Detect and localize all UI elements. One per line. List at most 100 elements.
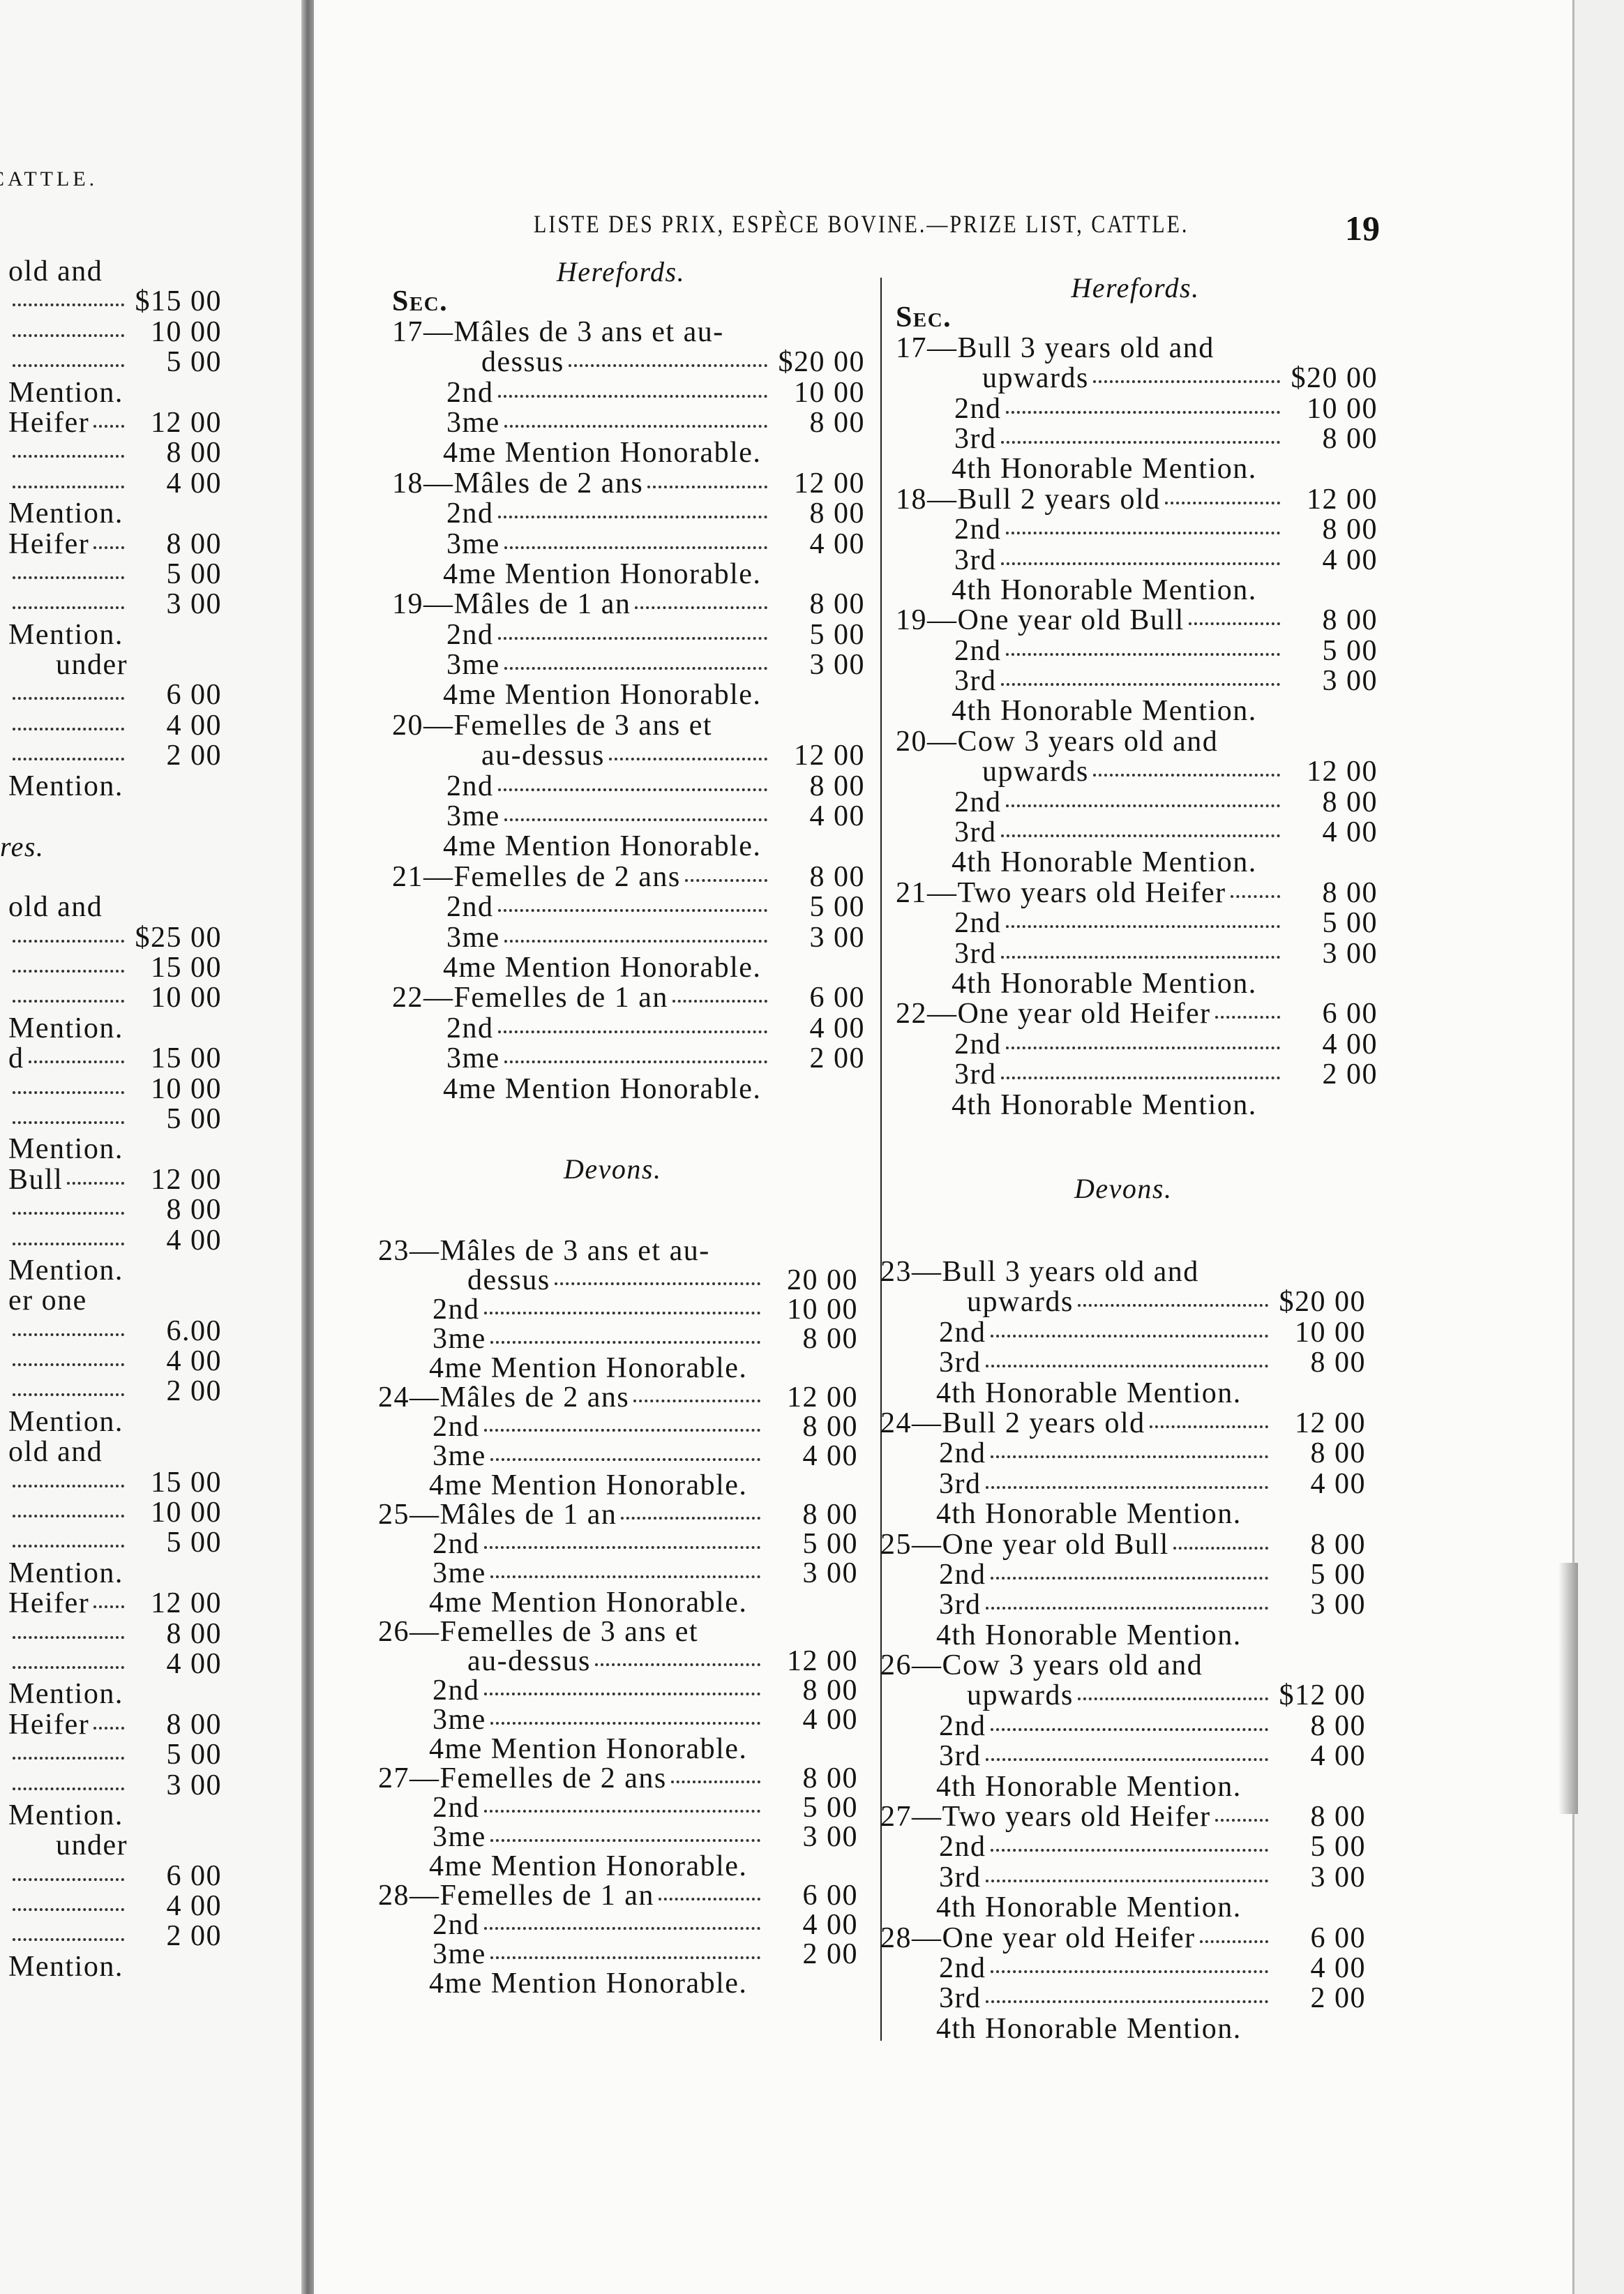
prize-entry-continuation: upwards $20 00 bbox=[893, 363, 1378, 393]
prize-place: Heifer 8 00 bbox=[0, 1708, 222, 1741]
entry-label: Heifer bbox=[8, 1587, 90, 1620]
entry-label: Mention. bbox=[8, 1799, 123, 1831]
prize-entry: 19—One year old Bull 8 00 bbox=[893, 605, 1378, 636]
entry-label: 4th Honorable Mention. bbox=[936, 1619, 1242, 1651]
prize-amount: 6 00 bbox=[1322, 998, 1378, 1030]
prize-amount: 12 00 bbox=[1295, 1407, 1366, 1439]
entry-label: 2nd bbox=[939, 1437, 986, 1470]
prize-amount: 8 00 bbox=[1310, 1528, 1366, 1561]
dot-leader bbox=[13, 1908, 124, 1912]
prize-place: 3me 3 00 bbox=[377, 650, 865, 680]
prize-amount: 12 00 bbox=[787, 1645, 858, 1677]
dot-leader bbox=[13, 1393, 124, 1397]
dot-leader bbox=[1077, 1697, 1268, 1701]
honorable-mention: 4me Mention Honorable. bbox=[377, 832, 865, 862]
prize-entry: 20—Cow 3 years old and bbox=[893, 726, 1378, 757]
prize-amount: 2 00 bbox=[802, 1938, 858, 1970]
prize-entry: 24—Mâles de 2 ans 12 00 bbox=[363, 1383, 858, 1412]
dot-leader bbox=[608, 758, 767, 761]
dot-leader bbox=[13, 1242, 124, 1245]
prize-place: 2nd 10 00 bbox=[363, 1295, 858, 1324]
dot-leader bbox=[985, 1365, 1268, 1368]
prize-place: 2nd 8 00 bbox=[878, 1711, 1366, 1741]
prize-place: 4 00 bbox=[0, 1225, 222, 1256]
prize-place: 3rd 8 00 bbox=[893, 423, 1378, 454]
dot-leader bbox=[483, 1810, 760, 1813]
prize-amount: 4 00 bbox=[166, 1345, 222, 1378]
entry-label: Heifer bbox=[8, 527, 90, 560]
prize-amount: $20 00 bbox=[1291, 362, 1378, 395]
dot-leader bbox=[13, 1515, 124, 1518]
entry-label: 2nd bbox=[939, 1316, 986, 1349]
entry-label: 3me bbox=[433, 1704, 486, 1736]
prize-entry: 17—Mâles de 3 ans et au- bbox=[377, 317, 865, 347]
prize-amount: 8 00 bbox=[809, 588, 865, 621]
prize-amount: 8 00 bbox=[1322, 786, 1378, 818]
entry-label: 4me Mention Honorable. bbox=[429, 1850, 748, 1882]
prize-amount: 8 00 bbox=[166, 1708, 222, 1741]
entry-label: 20—Femelles de 3 ans et bbox=[392, 709, 713, 742]
entry-label: 26—Femelles de 3 ans et bbox=[378, 1616, 699, 1648]
dot-leader bbox=[504, 939, 767, 943]
entry-label: 4me Mention Honorable. bbox=[443, 1072, 762, 1105]
entry-label: 3me bbox=[446, 1042, 500, 1075]
prize-place: 2nd 5 00 bbox=[377, 892, 865, 922]
dot-leader bbox=[1000, 440, 1280, 444]
dot-leader bbox=[13, 1333, 124, 1336]
entry-label: 4me Mention Honorable. bbox=[443, 830, 762, 863]
prize-place: Heifer 12 00 bbox=[0, 407, 222, 438]
dot-leader bbox=[13, 576, 124, 579]
entry-label: 2nd bbox=[433, 1674, 480, 1707]
entry-label: au-dessus bbox=[467, 1645, 591, 1677]
prize-amount: 8 00 bbox=[802, 1323, 858, 1355]
honorable-mention: 4me Mention Honorable. bbox=[363, 1734, 858, 1764]
prize-entry-continuation: upwards $20 00 bbox=[878, 1287, 1366, 1317]
prize-amount: 4 00 bbox=[1322, 1028, 1378, 1060]
prize-amount: 2 00 bbox=[166, 1375, 222, 1408]
entry-label: Mention. bbox=[8, 1254, 123, 1287]
prize-amount: 15 00 bbox=[151, 1042, 222, 1075]
dot-leader bbox=[504, 546, 767, 549]
dot-leader bbox=[13, 697, 124, 700]
prize-entry: 25—One year old Bull 8 00 bbox=[878, 1528, 1366, 1561]
entry-label: 3me bbox=[446, 921, 500, 954]
dot-leader bbox=[483, 1312, 760, 1314]
prize-amount: 2 00 bbox=[1310, 1982, 1366, 2015]
entry-label: 4me Mention Honorable. bbox=[429, 1587, 748, 1619]
entry-label: 4me Mention Honorable. bbox=[443, 679, 762, 712]
dot-leader bbox=[13, 1757, 124, 1760]
prize-place: 3me 8 00 bbox=[377, 407, 865, 438]
dot-leader bbox=[13, 1665, 124, 1669]
prize-amount: 2 00 bbox=[809, 1042, 865, 1075]
entry-label: 3rd bbox=[954, 816, 997, 849]
prize-place: 3me 4 00 bbox=[377, 801, 865, 832]
prize-place: 3rd 8 00 bbox=[878, 1347, 1366, 1378]
honorable-mention: 4th Honorable Mention. bbox=[893, 453, 1378, 484]
section-heading: Herefords. bbox=[377, 257, 865, 287]
entry-label: 3me bbox=[433, 1821, 486, 1853]
prize-amount: 10 00 bbox=[794, 376, 865, 409]
dot-leader bbox=[647, 485, 767, 488]
dot-leader bbox=[1005, 652, 1280, 656]
entry-label: 21—Femelles de 2 ans bbox=[392, 860, 681, 893]
dot-leader bbox=[13, 606, 124, 610]
entry-label: dessus bbox=[467, 1264, 550, 1296]
dot-leader bbox=[1149, 1425, 1268, 1428]
prize-amount: $15 00 bbox=[135, 285, 222, 318]
prize-place: 8 00 bbox=[0, 1194, 222, 1225]
dot-leader bbox=[13, 1090, 124, 1094]
french-devons-list: 23—Mâles de 3 ans et au-dessus 20 00 2nd 10… bbox=[363, 1236, 858, 1998]
dot-leader bbox=[1005, 410, 1280, 414]
dot-leader bbox=[497, 636, 767, 640]
dot-leader bbox=[1188, 622, 1280, 626]
entry-label: 2nd bbox=[446, 770, 494, 802]
prize-entry: 26—Cow 3 years old and bbox=[878, 1650, 1366, 1681]
section-heading: res. bbox=[0, 832, 222, 862]
prize-entry-continuation: au-dessus 12 00 bbox=[363, 1647, 858, 1676]
prize-place: 3rd 4 00 bbox=[893, 816, 1378, 849]
entry-label: 25—Mâles de 1 an bbox=[378, 1499, 617, 1531]
dot-leader bbox=[594, 1663, 760, 1666]
prize-place: 2nd 8 00 bbox=[878, 1437, 1366, 1470]
dot-leader bbox=[621, 1517, 760, 1520]
entry-label: 2nd bbox=[433, 1792, 480, 1824]
